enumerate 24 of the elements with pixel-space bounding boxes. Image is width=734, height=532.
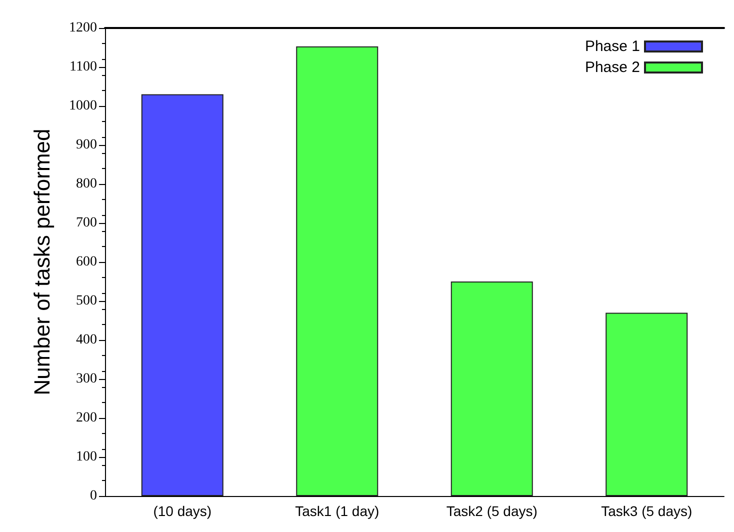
y-tick-label: 600 — [76, 254, 97, 270]
y-tick-label: 900 — [76, 138, 97, 152]
y-tick-label: 100 — [76, 450, 97, 464]
y-tick-label: 300 — [76, 372, 97, 386]
bar — [606, 312, 688, 496]
x-tick-label: Task1 (1 day) — [295, 503, 380, 519]
y-tick-label: 1100 — [70, 60, 97, 74]
y-tick-label: 0 — [90, 488, 97, 504]
y-tick-label: 200 — [76, 410, 97, 426]
x-tick-label: Task3 (5 days) — [601, 503, 692, 519]
legend-label: Phase 2 — [584, 59, 640, 76]
y-tick-label: 800 — [76, 176, 97, 192]
y-tick-label: 700 — [76, 216, 97, 230]
bar — [296, 46, 378, 496]
bar — [450, 282, 533, 496]
bar — [141, 94, 224, 496]
y-tick-label: 500 — [76, 294, 97, 308]
y-tick-label: 400 — [76, 332, 97, 348]
y-axis-title: Number of tasks performed — [30, 128, 54, 396]
x-tick-label: (10 days) — [153, 503, 212, 519]
y-tick-label: 1200 — [69, 20, 97, 36]
legend-label: Phase 1 — [584, 38, 640, 55]
y-tick-label: 1000 — [69, 98, 97, 114]
x-tick-label: Task2 (5 days) — [446, 503, 538, 519]
